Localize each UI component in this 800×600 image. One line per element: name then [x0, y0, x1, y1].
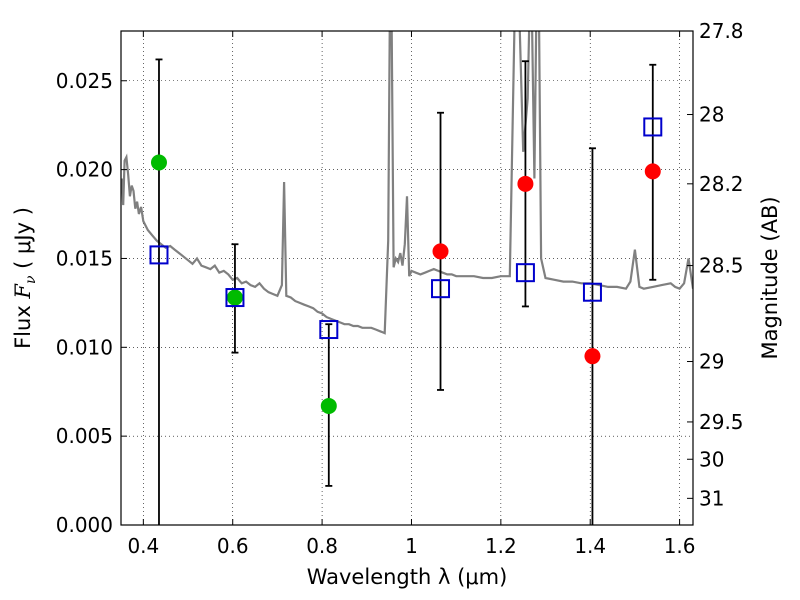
plot-frame — [120, 30, 694, 526]
model-data-point — [225, 288, 245, 308]
model-data-point — [515, 263, 535, 283]
model-data-point — [319, 320, 339, 340]
y2-tick-label: 29.5 — [699, 410, 744, 434]
model-spectrum-line — [121, 31, 693, 335]
observed-data-point — [584, 348, 601, 365]
spectrum-path — [121, 31, 693, 335]
observed-data-point — [644, 163, 661, 180]
observed-data-point — [517, 175, 534, 192]
y2-tick-label: 31 — [699, 486, 724, 510]
y-tick-label: 0.015 — [56, 246, 113, 270]
y-tick-label: 0.020 — [56, 158, 113, 182]
y2-tick-label: 28.2 — [699, 172, 744, 196]
y2-tick-label: 29 — [699, 350, 724, 374]
y-tick-label: 0.000 — [56, 513, 113, 537]
x-tick-label: 0.4 — [127, 534, 159, 558]
x-tick-label: 1.4 — [574, 534, 606, 558]
y2-tick-label: 28.5 — [699, 254, 744, 278]
observed-data-point — [432, 243, 449, 260]
x-axis-title: Wavelength λ (μm) — [307, 565, 508, 589]
x-tick-label: 1.2 — [485, 534, 517, 558]
y-tick-label: 0.005 — [56, 424, 113, 448]
model-data-point — [149, 245, 169, 265]
y2-tick-label: 28 — [699, 103, 724, 127]
data-markers — [149, 117, 663, 414]
y2-axis-title: Magnitude (AB) — [758, 196, 782, 359]
y2-tick-label: 30 — [699, 447, 724, 471]
x-tick-label: 0.8 — [306, 534, 338, 558]
y2-tick-label: 27.8 — [699, 19, 744, 43]
y-tick-label: 0.025 — [56, 69, 113, 93]
model-data-point — [643, 117, 663, 137]
x-tick-label: 1.6 — [664, 534, 696, 558]
green-data-point — [320, 397, 337, 414]
model-data-point — [431, 279, 451, 299]
green-data-point — [226, 289, 243, 306]
y-axis-title: Flux Fν ( μJy ) — [11, 207, 39, 349]
plot-area — [121, 31, 693, 525]
green-data-point — [150, 154, 167, 171]
y-tick-label: 0.010 — [56, 335, 113, 359]
x-tick-label: 0.6 — [217, 534, 249, 558]
x-tick-label: 1 — [405, 534, 418, 558]
model-data-point — [582, 282, 602, 302]
axis-ticks: 0.4 0.6 0.8 1 1.2 1.4 1.6 0.000 0.005 0.010 0.015 0… — [56, 19, 744, 558]
